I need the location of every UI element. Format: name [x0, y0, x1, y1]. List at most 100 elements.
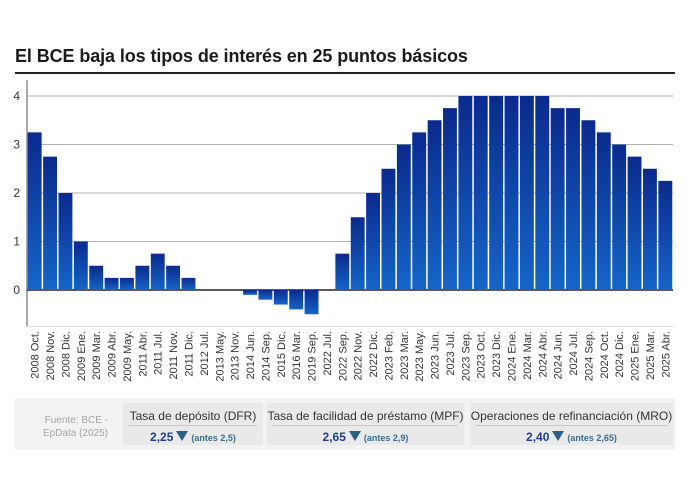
x-tick-label: 2024 Jun.: [553, 331, 565, 379]
gridlines: [26, 80, 673, 327]
x-tick-label: 2008 Oct.: [30, 331, 42, 379]
bar: [581, 120, 596, 290]
y-axis-ticks: 0 1 2 3 4: [13, 89, 20, 297]
bar: [612, 144, 627, 290]
rate-divider: [129, 425, 257, 426]
x-tick-label: 2023 Oct.: [476, 331, 488, 379]
bar: [243, 290, 257, 295]
bar: [181, 277, 196, 291]
x-tick-label: 2023 Mar.: [399, 331, 411, 380]
x-axis-ticks: 2008 Oct. 2008 Nov. 2008 Dic. 2009 Ene. 2009…: [30, 331, 673, 382]
y-tick-label: 3: [13, 138, 20, 152]
x-tick-label: 2022 Nov.: [353, 331, 365, 380]
bar-chart: 0 1 2 3 4 2008 Oct. 2008 Nov. 2008 Dic. 2009 En…: [13, 80, 673, 382]
y-tick-label: 1: [13, 235, 20, 249]
bar: [566, 108, 580, 291]
x-tick-label: 2022 Jul.: [322, 331, 334, 376]
x-tick-label: 2025 Abr.: [660, 331, 672, 378]
bar: [73, 241, 88, 290]
down-arrow-icon: [348, 430, 361, 441]
rate-label: Operaciones de refinanciación (MRO): [470, 409, 673, 423]
bar: [489, 96, 504, 290]
x-tick-label: 2009 Ene.: [76, 331, 88, 381]
x-tick-label: 2023 Jun.: [430, 331, 442, 379]
bar: [58, 193, 73, 290]
rate-card-mpf: Tasa de facilidad de préstamo (MPF) 2,65…: [267, 403, 464, 445]
source-note: Fuente: BCE - EpData (2025): [42, 415, 108, 439]
title-divider: [15, 72, 675, 74]
x-tick-label: 2016 Mar.: [291, 331, 303, 380]
bar: [335, 253, 350, 291]
x-tick-label: 2023 Jul.: [445, 331, 457, 376]
bar: [289, 290, 304, 310]
x-tick-label: 2023 May.: [414, 331, 426, 382]
x-tick-label: 2012 Jul.: [199, 331, 211, 376]
x-tick-label: 2025 Mar.: [645, 331, 657, 380]
bar: [535, 96, 550, 290]
x-tick-label: 2022 Dic.: [368, 331, 380, 377]
y-tick-label: 0: [13, 283, 20, 297]
x-tick-label: 2011 Nov.: [168, 331, 180, 380]
x-tick-label: 2023 Sep.: [460, 331, 472, 381]
bar: [89, 265, 104, 290]
x-tick-label: 2024 Mar.: [522, 331, 534, 380]
rate-value: 2,25: [150, 430, 174, 444]
bars: [27, 96, 673, 315]
x-tick-label: 2024 Sep.: [583, 331, 595, 381]
x-tick-label: 2009 Mar.: [91, 331, 103, 380]
x-tick-label: 2008 Dic.: [60, 331, 72, 377]
rate-previous: (antes 2,65): [567, 433, 617, 443]
bar: [550, 108, 565, 291]
bar: [366, 193, 381, 290]
bar: [381, 168, 396, 290]
bar: [273, 290, 288, 305]
x-tick-label: 2024 Abr.: [537, 331, 549, 378]
x-tick-label: 2009 Abr.: [107, 331, 119, 378]
x-tick-label: 2008 Nov.: [45, 331, 57, 380]
bar: [258, 290, 273, 300]
x-tick-label: 2024 Ene.: [507, 331, 519, 381]
x-tick-label: 2011 Dic.: [184, 331, 196, 377]
x-tick-label: 2024 Dic.: [614, 331, 626, 377]
bar: [642, 168, 657, 290]
x-tick-label: 2011 Jul.: [153, 331, 165, 375]
bar: [596, 132, 611, 291]
x-tick-label: 2019 Sep.: [307, 331, 319, 381]
bar: [412, 132, 427, 291]
bar: [120, 277, 134, 291]
bar: [504, 96, 519, 290]
bar: [135, 265, 150, 290]
bar: [458, 96, 473, 290]
bar: [166, 265, 181, 290]
x-tick-label: 2013 May.: [214, 331, 226, 382]
x-tick-label: 2013 Nov.: [230, 331, 242, 380]
bar: [304, 290, 319, 315]
bar: [27, 132, 42, 291]
bar: [519, 96, 534, 290]
x-tick-label: 2024 Oct.: [599, 331, 611, 379]
x-tick-label: 2023 Feb.: [383, 331, 395, 381]
bar: [150, 253, 165, 291]
bar: [627, 156, 642, 291]
x-tick-label: 2023 Dic.: [491, 331, 503, 377]
rate-divider: [273, 425, 458, 426]
bar: [658, 180, 673, 291]
bar: [43, 156, 58, 291]
bar: [350, 217, 365, 290]
x-tick-label: 2024 Jul.: [568, 331, 580, 376]
rate-card-dfr: Tasa de depósito (DFR) 2,25 (antes 2,5): [123, 403, 263, 445]
bar: [104, 277, 119, 291]
x-tick-label: 2022 Sep.: [337, 331, 349, 381]
rate-previous: (antes 2,9): [363, 433, 409, 443]
y-tick-label: 2: [13, 186, 20, 200]
bar: [443, 108, 457, 291]
rate-previous: (antes 2,5): [191, 433, 236, 443]
x-tick-label: 2011 Abr.: [137, 331, 149, 377]
rate-value: 2,40: [526, 430, 550, 444]
chart-title: El BCE baja los tipos de interés en 25 p…: [15, 46, 468, 66]
x-tick-label: 2014 Jun.: [245, 331, 257, 379]
bar: [396, 144, 411, 290]
down-arrow-icon: [176, 430, 189, 441]
rate-value: 2,65: [322, 430, 346, 444]
y-tick-label: 4: [13, 89, 20, 103]
